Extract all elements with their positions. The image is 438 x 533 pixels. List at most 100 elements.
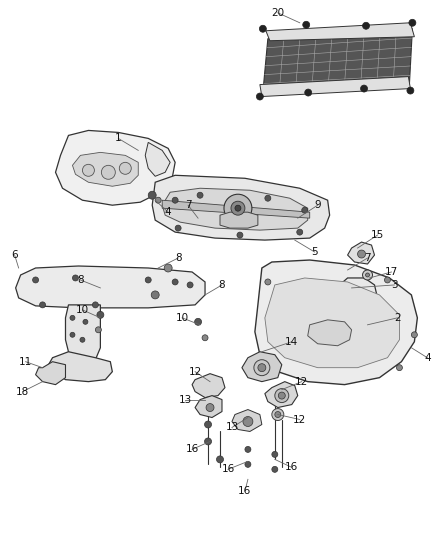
Text: 10: 10 (176, 313, 189, 323)
Text: 13: 13 (225, 423, 239, 432)
Circle shape (302, 207, 308, 213)
Circle shape (258, 364, 266, 372)
Circle shape (224, 194, 252, 222)
Circle shape (396, 365, 403, 370)
Circle shape (272, 451, 278, 457)
Text: 16: 16 (285, 462, 298, 472)
Polygon shape (308, 320, 352, 346)
Text: 12: 12 (295, 377, 308, 386)
Polygon shape (255, 260, 417, 385)
Text: 12: 12 (293, 415, 306, 424)
Polygon shape (263, 29, 413, 93)
Text: 16: 16 (238, 486, 251, 496)
Circle shape (32, 277, 39, 283)
Circle shape (366, 273, 370, 277)
Polygon shape (220, 212, 258, 228)
Circle shape (205, 438, 212, 445)
Circle shape (272, 409, 284, 421)
Circle shape (363, 22, 370, 29)
Circle shape (278, 392, 285, 399)
Text: 11: 11 (19, 357, 32, 367)
Circle shape (245, 462, 251, 467)
Circle shape (216, 456, 223, 463)
Circle shape (119, 163, 131, 174)
Polygon shape (162, 188, 308, 230)
Polygon shape (260, 77, 410, 96)
Polygon shape (348, 242, 374, 264)
Polygon shape (49, 352, 112, 382)
Circle shape (175, 225, 181, 231)
Text: 16: 16 (221, 464, 235, 474)
Text: 10: 10 (76, 305, 89, 315)
Circle shape (151, 291, 159, 299)
Circle shape (70, 316, 75, 320)
Circle shape (235, 205, 241, 211)
Circle shape (187, 282, 193, 288)
Text: 18: 18 (16, 386, 29, 397)
Text: 9: 9 (314, 200, 321, 210)
Circle shape (164, 264, 172, 272)
Text: 8: 8 (219, 280, 225, 290)
Circle shape (409, 19, 416, 26)
Polygon shape (265, 278, 399, 368)
Circle shape (148, 191, 156, 199)
Circle shape (172, 197, 178, 203)
Polygon shape (72, 152, 138, 186)
Circle shape (259, 25, 266, 32)
Circle shape (70, 332, 75, 337)
Circle shape (275, 389, 289, 402)
Polygon shape (66, 305, 100, 365)
Circle shape (72, 275, 78, 281)
Circle shape (83, 319, 88, 324)
Text: 20: 20 (271, 8, 284, 18)
Circle shape (243, 416, 253, 426)
Polygon shape (35, 362, 66, 385)
Circle shape (172, 279, 178, 285)
Polygon shape (242, 352, 282, 382)
Text: 3: 3 (391, 280, 398, 290)
Circle shape (155, 197, 161, 203)
Circle shape (97, 311, 104, 318)
Polygon shape (152, 175, 330, 240)
Circle shape (95, 327, 101, 333)
Circle shape (254, 360, 270, 376)
Polygon shape (162, 200, 310, 218)
Circle shape (194, 318, 201, 325)
Circle shape (202, 335, 208, 341)
Circle shape (197, 192, 203, 198)
Polygon shape (16, 266, 205, 308)
Circle shape (206, 403, 214, 411)
Circle shape (275, 411, 281, 417)
Circle shape (265, 195, 271, 201)
Text: 5: 5 (311, 247, 318, 257)
Polygon shape (192, 374, 225, 398)
Circle shape (272, 466, 278, 472)
Circle shape (265, 279, 271, 285)
Circle shape (82, 164, 95, 176)
Circle shape (305, 89, 312, 96)
Circle shape (297, 229, 303, 235)
Circle shape (385, 277, 390, 283)
Circle shape (303, 21, 310, 28)
Text: 2: 2 (394, 313, 401, 323)
Text: 17: 17 (385, 267, 398, 277)
Circle shape (237, 232, 243, 238)
Circle shape (407, 87, 414, 94)
Polygon shape (338, 278, 378, 315)
Circle shape (92, 302, 99, 308)
Circle shape (231, 201, 245, 215)
Text: 4: 4 (424, 353, 431, 363)
Text: 15: 15 (371, 230, 384, 240)
Polygon shape (265, 382, 298, 408)
Text: 7: 7 (185, 200, 191, 210)
Text: 8: 8 (175, 253, 181, 263)
Text: 7: 7 (364, 253, 371, 263)
Text: 13: 13 (178, 394, 192, 405)
Circle shape (245, 447, 251, 453)
Text: 14: 14 (285, 337, 298, 347)
Circle shape (101, 165, 115, 179)
Text: 8: 8 (77, 275, 84, 285)
Text: 4: 4 (165, 207, 171, 217)
Circle shape (80, 337, 85, 342)
Circle shape (145, 277, 151, 283)
